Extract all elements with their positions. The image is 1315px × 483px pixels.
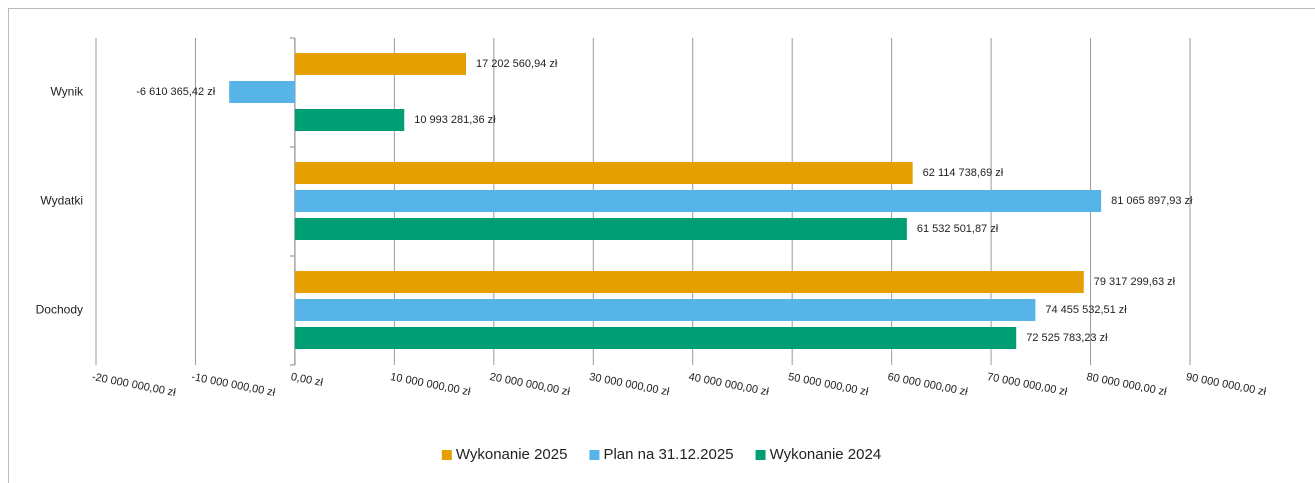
legend-swatch <box>755 450 766 460</box>
x-tick-label: 40 000 000,00 zł <box>688 371 771 398</box>
x-tick-label: -20 000 000,00 zł <box>91 371 177 399</box>
x-tick-label: 80 000 000,00 zł <box>1085 371 1168 398</box>
frame <box>8 8 1315 483</box>
x-tick-label: 50 000 000,00 zł <box>787 371 870 398</box>
bar <box>294 109 405 131</box>
value-label: -6 610 365,42 zł <box>136 86 215 98</box>
value-label: 72 525 783,23 zł <box>1026 332 1108 344</box>
y-tick-label: Wynik <box>50 85 84 99</box>
x-tick-label: 0,00 zł <box>290 371 325 389</box>
value-label: 17 202 560,94 zł <box>476 58 558 70</box>
bar <box>229 81 295 103</box>
y-tick-label: Wydatki <box>40 194 83 208</box>
bar <box>294 299 1036 321</box>
value-label: 10 993 281,36 zł <box>414 114 496 126</box>
legend-swatch <box>441 450 452 460</box>
legend-text: Wykonanie 2025 <box>456 446 568 463</box>
bar <box>294 271 1084 293</box>
value-label: 61 532 501,87 zł <box>917 223 999 235</box>
bar <box>294 327 1017 349</box>
legend-text: Wykonanie 2024 <box>770 446 882 463</box>
x-tick-label: -10 000 000,00 zł <box>190 371 276 399</box>
value-label: 79 317 299,63 zł <box>1094 276 1176 288</box>
x-tick-label: 30 000 000,00 zł <box>588 371 671 398</box>
value-label: 81 065 897,93 zł <box>1111 195 1193 207</box>
value-label: 74 455 532,51 zł <box>1045 304 1127 316</box>
y-tick-label: Dochody <box>36 303 83 317</box>
x-tick-label: 20 000 000,00 zł <box>489 371 572 398</box>
x-tick-label: 70 000 000,00 zł <box>986 371 1069 398</box>
bar <box>294 162 913 184</box>
bar <box>294 53 466 75</box>
x-tick-label: 90 000 000,00 zł <box>1185 371 1268 398</box>
bar <box>294 190 1102 212</box>
legend-text: Plan na 31.12.2025 <box>603 446 733 463</box>
x-tick-label: 60 000 000,00 zł <box>887 371 970 398</box>
bar <box>294 218 907 240</box>
x-tick-label: 10 000 000,00 zł <box>389 371 472 398</box>
legend-swatch <box>589 450 600 460</box>
value-label: 62 114 738,69 zł <box>923 167 1004 179</box>
